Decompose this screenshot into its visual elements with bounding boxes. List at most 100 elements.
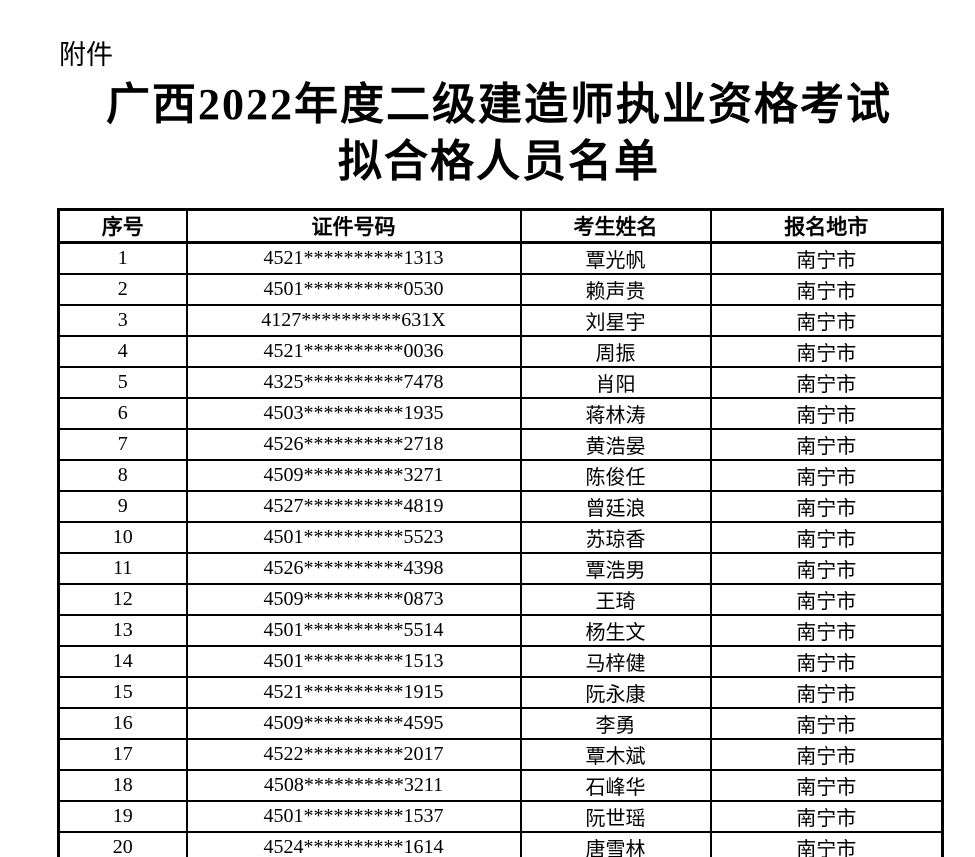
- table-header: 序号 证件号码 考生姓名 报名地市: [57, 208, 944, 244]
- cell-index: 4: [57, 335, 188, 368]
- document-title-line1: 广西2022年度二级建造师执业资格考试: [106, 80, 892, 129]
- cell-registration-city: 南宁市: [709, 397, 944, 430]
- cell-candidate-name: 李勇: [519, 707, 712, 740]
- cell-index: 2: [57, 273, 188, 306]
- cell-id-number: 4527**********4819: [185, 490, 522, 523]
- cell-registration-city: 南宁市: [709, 335, 944, 368]
- cell-registration-city: 南宁市: [709, 769, 944, 802]
- cell-id-number: 4509**********4595: [185, 707, 522, 740]
- table-body: 1 4521**********1313 覃光帆 南宁市 2 4501**********…: [57, 241, 944, 857]
- roster-table: 序号 证件号码 考生姓名 报名地市 1 4521**********1313 覃光帆…: [57, 208, 944, 857]
- table-row: 18 4508**********3211 石峰华 南宁市: [57, 769, 944, 802]
- table-row: 19 4501**********1537 阮世瑶 南宁市: [57, 800, 944, 833]
- cell-candidate-name: 曾廷浪: [519, 490, 712, 523]
- cell-registration-city: 南宁市: [709, 614, 944, 647]
- header-cell-index: 序号: [57, 208, 188, 244]
- cell-id-number: 4524**********1614: [185, 831, 522, 857]
- cell-registration-city: 南宁市: [709, 676, 944, 709]
- table-row: 14 4501**********1513 马梓健 南宁市: [57, 645, 944, 678]
- cell-candidate-name: 刘星宇: [519, 304, 712, 337]
- cell-registration-city: 南宁市: [709, 552, 944, 585]
- cell-candidate-name: 杨生文: [519, 614, 712, 647]
- table-row: 10 4501**********5523 苏琼香 南宁市: [57, 521, 944, 554]
- cell-candidate-name: 覃光帆: [519, 241, 712, 275]
- cell-candidate-name: 覃浩男: [519, 552, 712, 585]
- cell-id-number: 4522**********2017: [185, 738, 522, 771]
- cell-registration-city: 南宁市: [709, 583, 944, 616]
- cell-registration-city: 南宁市: [709, 738, 944, 771]
- cell-id-number: 4501**********5514: [185, 614, 522, 647]
- cell-id-number: 4508**********3211: [185, 769, 522, 802]
- table-row: 17 4522**********2017 覃木斌 南宁市: [57, 738, 944, 771]
- cell-registration-city: 南宁市: [709, 366, 944, 399]
- cell-id-number: 4503**********1935: [185, 397, 522, 430]
- cell-index: 20: [57, 831, 188, 857]
- cell-index: 11: [57, 552, 188, 585]
- cell-id-number: 4501**********5523: [185, 521, 522, 554]
- cell-registration-city: 南宁市: [709, 490, 944, 523]
- header-cell-candidate-name: 考生姓名: [519, 208, 712, 244]
- cell-id-number: 4501**********1513: [185, 645, 522, 678]
- cell-id-number: 4521**********0036: [185, 335, 522, 368]
- table-row: 1 4521**********1313 覃光帆 南宁市: [57, 241, 944, 275]
- cell-index: 19: [57, 800, 188, 833]
- cell-candidate-name: 苏琼香: [519, 521, 712, 554]
- cell-candidate-name: 赖声贵: [519, 273, 712, 306]
- cell-index: 15: [57, 676, 188, 709]
- cell-index: 10: [57, 521, 188, 554]
- table-row: 6 4503**********1935 蒋林涛 南宁市: [57, 397, 944, 430]
- cell-id-number: 4526**********4398: [185, 552, 522, 585]
- cell-index: 17: [57, 738, 188, 771]
- cell-index: 6: [57, 397, 188, 430]
- cell-id-number: 4521**********1915: [185, 676, 522, 709]
- document-title-line2: 拟合格人员名单: [338, 137, 660, 186]
- cell-index: 1: [57, 241, 188, 275]
- cell-registration-city: 南宁市: [709, 304, 944, 337]
- table-header-row: 序号 证件号码 考生姓名 报名地市: [57, 208, 944, 244]
- cell-candidate-name: 唐雪林: [519, 831, 712, 857]
- cell-candidate-name: 黄浩晏: [519, 428, 712, 461]
- table-row: 3 4127**********631X 刘星宇 南宁市: [57, 304, 944, 337]
- cell-candidate-name: 石峰华: [519, 769, 712, 802]
- table-row: 16 4509**********4595 李勇 南宁市: [57, 707, 944, 740]
- table-row: 13 4501**********5514 杨生文 南宁市: [57, 614, 944, 647]
- cell-registration-city: 南宁市: [709, 645, 944, 678]
- cell-index: 18: [57, 769, 188, 802]
- cell-candidate-name: 阮世瑶: [519, 800, 712, 833]
- cell-id-number: 4526**********2718: [185, 428, 522, 461]
- cell-index: 14: [57, 645, 188, 678]
- table-row: 5 4325**********7478 肖阳 南宁市: [57, 366, 944, 399]
- cell-id-number: 4325**********7478: [185, 366, 522, 399]
- header-cell-registration-city: 报名地市: [709, 208, 944, 244]
- cell-candidate-name: 陈俊任: [519, 459, 712, 492]
- table-row: 20 4524**********1614 唐雪林 南宁市: [57, 831, 944, 857]
- cell-index: 8: [57, 459, 188, 492]
- cell-registration-city: 南宁市: [709, 273, 944, 306]
- cell-candidate-name: 周振: [519, 335, 712, 368]
- cell-registration-city: 南宁市: [709, 459, 944, 492]
- attachment-label: 附件: [59, 40, 113, 70]
- cell-registration-city: 南宁市: [709, 800, 944, 833]
- header-cell-id-number: 证件号码: [185, 208, 522, 244]
- cell-registration-city: 南宁市: [709, 521, 944, 554]
- cell-candidate-name: 覃木斌: [519, 738, 712, 771]
- cell-candidate-name: 马梓健: [519, 645, 712, 678]
- cell-candidate-name: 王琦: [519, 583, 712, 616]
- table-row: 11 4526**********4398 覃浩男 南宁市: [57, 552, 944, 585]
- document-title: 广西2022年度二级建造师执业资格考试 拟合格人员名单: [57, 76, 941, 190]
- cell-id-number: 4509**********0873: [185, 583, 522, 616]
- cell-index: 7: [57, 428, 188, 461]
- table-row: 7 4526**********2718 黄浩晏 南宁市: [57, 428, 944, 461]
- cell-candidate-name: 阮永康: [519, 676, 712, 709]
- table-row: 2 4501**********0530 赖声贵 南宁市: [57, 273, 944, 306]
- cell-index: 3: [57, 304, 188, 337]
- cell-index: 16: [57, 707, 188, 740]
- table-row: 12 4509**********0873 王琦 南宁市: [57, 583, 944, 616]
- cell-registration-city: 南宁市: [709, 428, 944, 461]
- cell-index: 12: [57, 583, 188, 616]
- cell-candidate-name: 蒋林涛: [519, 397, 712, 430]
- cell-id-number: 4501**********1537: [185, 800, 522, 833]
- table-row: 15 4521**********1915 阮永康 南宁市: [57, 676, 944, 709]
- cell-id-number: 4521**********1313: [185, 241, 522, 275]
